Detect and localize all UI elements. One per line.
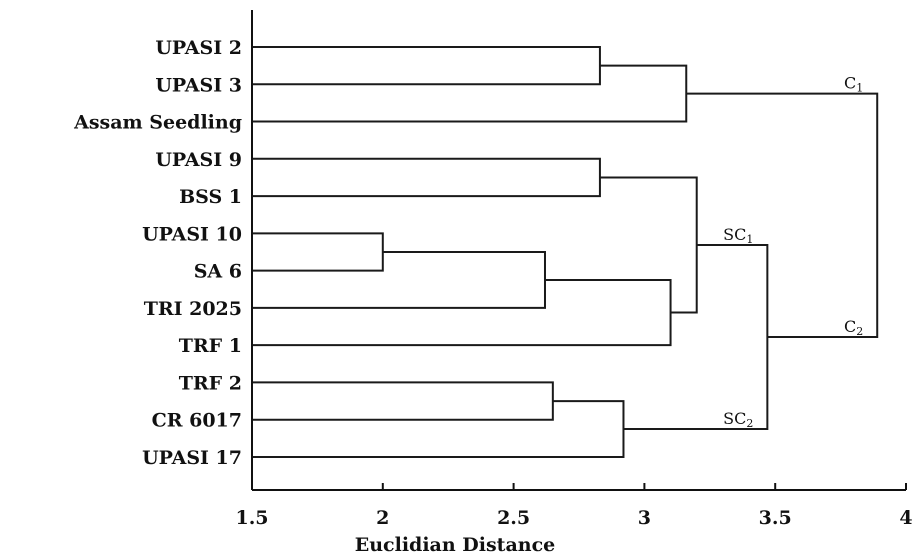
leaf-label: TRF 2: [179, 372, 242, 394]
merge-link-3: [252, 46, 601, 86]
x-tick-label: 3.5: [759, 507, 792, 529]
merge-link-10: [686, 92, 879, 339]
merge-link-6: [252, 278, 672, 347]
leaf-labels: UPASI 2 UPASI 3 Assam Seedling UPASI 9 BSS 1…: [73, 37, 242, 469]
leaf-label: UPASI 3: [155, 74, 242, 96]
merge-link-7: [252, 64, 688, 123]
leaf-label: UPASI 17: [142, 447, 242, 469]
merge-link-1: [252, 250, 546, 309]
leaf-label: Assam Seedling: [73, 112, 242, 134]
x-axis-ticks: 1.5 2 2.5 3 3.5 4: [235, 483, 913, 529]
x-tick-label: 4: [899, 507, 912, 529]
cluster-label: SC2: [723, 409, 753, 430]
cluster-label: C1: [844, 74, 863, 95]
x-tick-label: 2: [376, 507, 389, 529]
x-tick-label: 2.5: [497, 507, 530, 529]
leaf-label: BSS 1: [179, 186, 242, 208]
cluster-label: C2: [844, 317, 863, 338]
merge-link-2: [252, 381, 554, 421]
leaf-label: CR 6017: [152, 410, 242, 432]
merge-link-0: [252, 232, 384, 272]
merge-link-9: [623, 243, 769, 431]
dendrogram-links: [252, 46, 879, 458]
cluster-label: SC1: [723, 225, 753, 246]
leaf-label: UPASI 10: [142, 223, 242, 245]
merge-link-8: [599, 176, 698, 314]
x-axis-title: Euclidian Distance: [355, 534, 556, 555]
x-tick-label: 3: [638, 507, 651, 529]
leaf-label: UPASI 9: [155, 149, 242, 171]
merge-link-5: [252, 400, 625, 458]
leaf-label: TRI 2025: [144, 298, 242, 320]
leaf-label: UPASI 2: [155, 37, 242, 59]
leaf-label: TRF 1: [179, 335, 242, 357]
merge-link-4: [252, 157, 601, 198]
x-tick-label: 1.5: [235, 507, 268, 529]
leaf-label: SA 6: [194, 261, 242, 283]
cluster-labels: C1 SC1 C2 SC2: [723, 74, 863, 430]
